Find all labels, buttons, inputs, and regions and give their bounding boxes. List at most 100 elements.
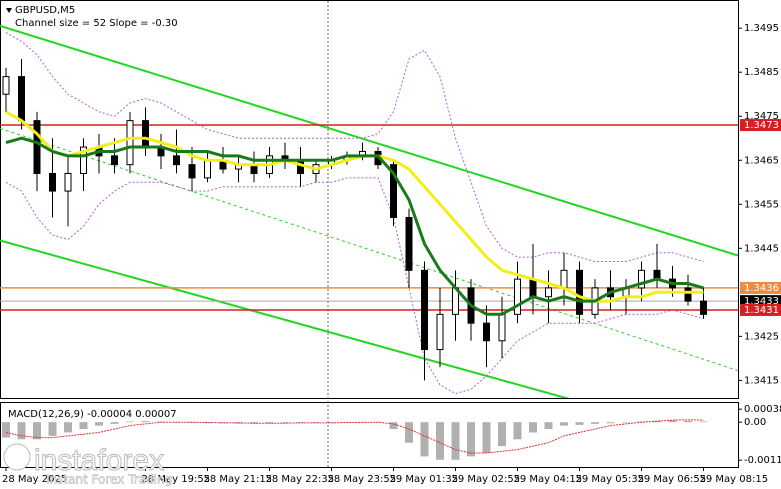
watermark: instaforex Instant Forex Trading	[3, 443, 172, 487]
candle-body	[2, 76, 10, 95]
x-tick-label: 29 May 05:35	[576, 474, 645, 485]
macd-bar	[48, 422, 57, 436]
macd-bar	[575, 422, 584, 425]
macd-bar	[203, 422, 212, 424]
level-label: 1.3473	[744, 120, 779, 131]
macd-bar	[684, 420, 692, 423]
macd-signal	[5, 419, 704, 454]
candle-body	[498, 313, 506, 342]
symbol-marker	[6, 8, 12, 13]
macd-bar	[591, 422, 599, 424]
macd-bar	[2, 422, 10, 438]
watermark-brand: instaforex	[34, 444, 164, 477]
candle-body	[204, 159, 211, 179]
macd-bar	[420, 422, 429, 457]
macd-bar	[312, 422, 320, 423]
macd-bar	[622, 422, 630, 423]
macd-bar	[653, 420, 661, 423]
x-tick-label: 29 May 06:55	[638, 474, 707, 485]
macd-tick-label: 0.00038	[744, 404, 781, 415]
macd-bar	[606, 422, 615, 424]
y-tick-label: 1.3425	[744, 331, 779, 342]
macd-tick-label: -0.00111	[744, 455, 781, 466]
candle-body	[684, 287, 692, 302]
candle-body	[483, 322, 490, 342]
macd-bar	[17, 422, 26, 440]
candle-body	[173, 155, 180, 166]
candle-body	[700, 300, 707, 315]
level-label: 1.3436	[744, 283, 779, 294]
candle-body	[18, 76, 25, 122]
macd-bar	[451, 422, 460, 460]
candle-body	[111, 155, 118, 166]
macd-bar	[281, 422, 289, 423]
macd-bar	[498, 422, 506, 447]
candle-body	[529, 278, 537, 298]
macd-bar	[95, 422, 103, 426]
y-tick-label: 1.3495	[744, 23, 779, 34]
candle-body	[576, 269, 583, 315]
watermark-tagline: Instant Forex Trading	[46, 473, 172, 487]
macd-bar	[467, 422, 475, 457]
macd-bar	[126, 421, 134, 423]
candle-body	[188, 164, 196, 179]
candle-body	[514, 278, 521, 315]
macd-bar	[668, 420, 677, 423]
moving-average	[5, 136, 704, 316]
x-tick-label: 29 May 02:55	[452, 474, 521, 485]
x-tick-label: 29 May 04:15	[514, 474, 583, 485]
watermark-logo	[3, 443, 31, 471]
macd-bar	[405, 422, 413, 443]
macd-title: MACD(12,26,9) -0.00004 0.00007	[8, 409, 177, 420]
candle-body	[545, 287, 552, 298]
macd-bar	[79, 422, 88, 430]
macd-bar	[699, 421, 708, 423]
candle-body	[436, 313, 444, 351]
macd-tick-label: 0.00	[744, 417, 766, 428]
candle-body	[638, 269, 645, 289]
level-label-box	[740, 303, 781, 316]
macd-bar	[64, 422, 72, 433]
macd-bar	[33, 422, 41, 440]
macd-bar	[544, 422, 553, 430]
y-tick-label: 1.3475	[744, 111, 779, 122]
macd-bar	[529, 422, 537, 433]
x-tick-label: 29 May 08:15	[700, 474, 769, 485]
macd-bar	[296, 422, 305, 423]
candle-body	[33, 120, 41, 174]
macd-bar	[389, 422, 398, 430]
level-label-box	[740, 281, 781, 294]
y-tick-label: 1.3445	[744, 243, 779, 254]
macd-bar	[219, 422, 227, 424]
candle-body	[126, 120, 134, 166]
chart-subtitle: Channel size = 52 Slope = -0.30	[15, 18, 178, 29]
macd-bar	[110, 422, 119, 424]
x-tick-label: 29 May 01:35	[390, 474, 459, 485]
x-tick-label: 28 May 21:15	[204, 474, 273, 485]
y-tick-label: 1.3465	[744, 155, 779, 166]
candle-body	[80, 146, 87, 174]
chart-title: GBPUSD,M5	[15, 5, 75, 16]
main-panel	[0, 0, 739, 399]
channel-line	[0, 24, 738, 257]
macd-bar	[513, 422, 522, 440]
level-label: 1.3433	[744, 296, 779, 307]
macd-bar	[436, 422, 444, 460]
candle-body	[142, 120, 149, 148]
candle-body	[64, 172, 72, 192]
candle-body	[405, 216, 413, 271]
level-label: 1.3431	[744, 305, 779, 316]
moving-average	[5, 110, 704, 303]
channel-line	[0, 239, 570, 398]
candle-body	[49, 172, 56, 192]
band-lower	[5, 177, 704, 395]
y-tick-label: 1.3485	[744, 67, 779, 78]
x-tick-label: 28 May 2025	[2, 474, 67, 485]
candle-body	[390, 164, 397, 218]
y-tick-label: 1.3455	[744, 199, 779, 210]
macd-bar	[141, 421, 150, 423]
candle-body	[421, 269, 428, 351]
candle-body	[297, 159, 304, 174]
macd-bar	[560, 422, 568, 426]
